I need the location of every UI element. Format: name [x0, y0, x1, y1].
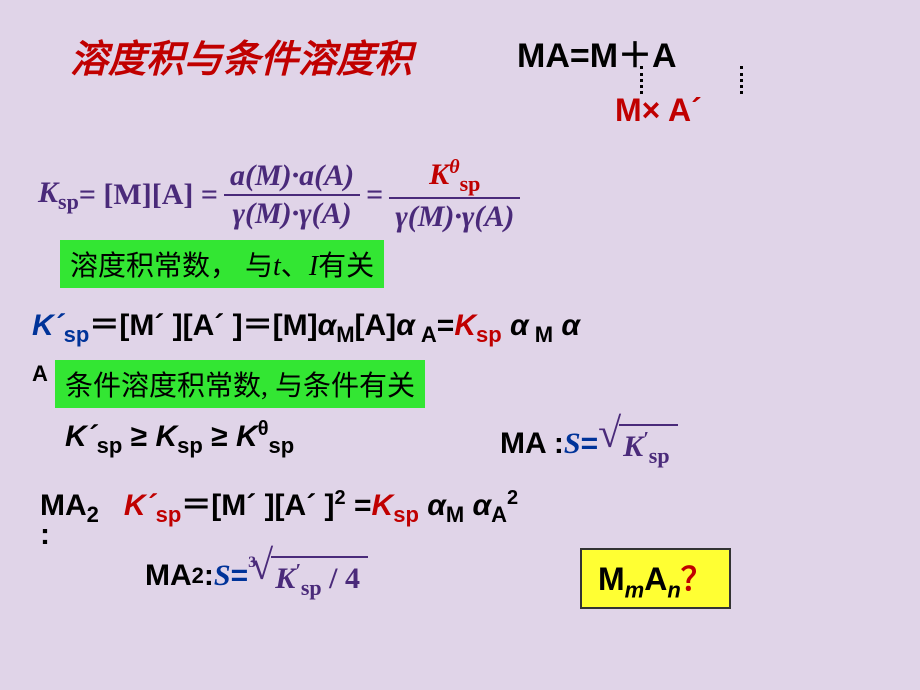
cube-root-icon: 3 √ K′sp / 4	[248, 550, 368, 601]
equation-ma-dissociation: MA=M＋A	[517, 28, 677, 77]
dotted-line-a	[740, 66, 743, 94]
equation-m-times-a-prime: M× A´	[615, 92, 702, 129]
equation-ksp-definition: Ksp = [M][A] = a(M)·a(A) γ(M)·γ(A) = Kθs…	[38, 155, 526, 235]
slide-title: 溶度积与条件溶度积	[70, 28, 412, 83]
dotted-line-m	[640, 66, 643, 94]
note-ksp-constant: 溶度积常数， 与t、I有关	[60, 240, 384, 288]
sqrt-icon: √ K′sp	[598, 418, 678, 469]
note-conditional-ksp: 条件溶度积常数, 与条件有关	[55, 360, 425, 408]
label-ma2-colon: :	[40, 518, 50, 552]
equation-ksp-inequality: K´sp ≥ Ksp ≥ Kθsp	[65, 418, 294, 459]
equation-ma2-solubility: MA2 : S = 3 √ K′sp / 4	[145, 550, 368, 601]
equation-ma-solubility: MA : S = √ K′sp	[500, 418, 678, 469]
equation-ma2-ksp: MA2 K´sp＝[M´ ][A´ ]2 =Ksp αM αA2	[40, 480, 518, 528]
label-general-mman: MmAn？	[580, 548, 731, 609]
